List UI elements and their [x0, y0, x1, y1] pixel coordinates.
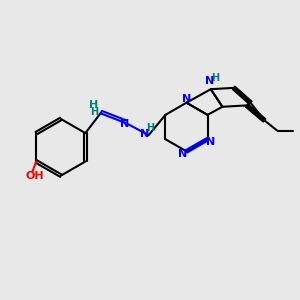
Text: N: N — [120, 118, 129, 128]
Text: H: H — [91, 106, 99, 117]
Text: N: N — [182, 94, 191, 104]
Text: N: N — [140, 129, 149, 139]
Text: N: N — [206, 137, 215, 147]
Text: H: H — [211, 74, 219, 83]
Text: OH: OH — [26, 171, 44, 181]
Text: N: N — [205, 76, 214, 86]
Text: H: H — [146, 123, 154, 134]
Text: H: H — [88, 100, 98, 110]
Text: N: N — [178, 149, 187, 159]
